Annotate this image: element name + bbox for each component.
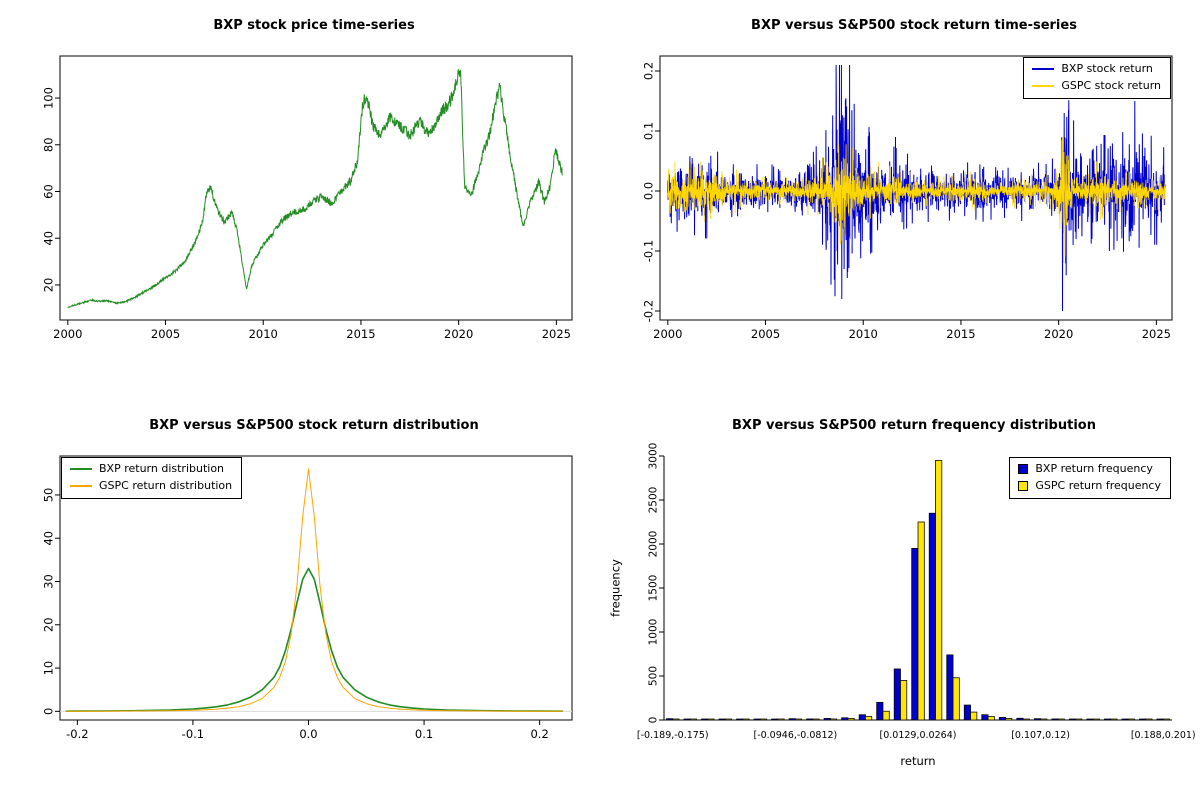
panel-bxp-price: 2000 2005 2010 2015 2020 2025 20 40 60 80 100 BXP … [0,0,600,400]
svg-text:[0.0129,0.0264): [0.0129,0.0264) [880,730,957,741]
gspc-frequency-square-swatch [1018,480,1029,491]
svg-text:[-0.189,-0.175): [-0.189,-0.175) [637,730,709,741]
svg-text:1000: 1000 [647,619,659,646]
svg-text:[0.107,0.12): [0.107,0.12) [1011,730,1070,741]
frequency-legend: BXP return frequency GSPC return frequen… [1009,457,1171,499]
panel-stock-returns: 2000 2005 2010 2015 2020 2025 -0.2 -0.1 0.0 0.1 0.… [600,0,1200,400]
panel-return-frequency: 0 500 1000 1500 2000 2500 3000 [-0.189,-0.175) [… [600,400,1200,800]
svg-text:0.0: 0.0 [642,182,656,200]
svg-text:[0.188,0.201): [0.188,0.201) [1131,730,1196,741]
svg-text:0.0: 0.0 [299,727,317,741]
legend-item-bxp-frequency: BXP return frequency [1018,462,1161,476]
svg-text:-0.2: -0.2 [642,300,656,322]
svg-text:60: 60 [42,184,56,199]
svg-text:frequency: frequency [609,559,623,617]
bxp-price-line-chart: 2000 2005 2010 2015 2020 2025 20 40 60 80 100 [42,55,573,341]
svg-text:40: 40 [42,231,56,246]
svg-text:2000: 2000 [653,327,682,341]
return-distribution-chart: -0.2 -0.1 0.0 0.1 0.2 0 10 20 30 40 50 [42,455,573,741]
legend-item-bxp-return: BXP stock return [1032,62,1161,76]
svg-text:500: 500 [647,666,659,686]
svg-text:0.2: 0.2 [642,62,656,80]
bxp-return-legend-label: BXP stock return [1061,62,1153,75]
svg-text:0.1: 0.1 [642,122,656,140]
svg-text:2010: 2010 [849,327,878,341]
gspc-return-line-swatch [1032,84,1055,87]
returns-title: BXP versus S&P500 stock return time-seri… [751,18,1077,33]
svg-text:50: 50 [42,488,56,503]
bxp-frequency-square-swatch [1018,463,1029,474]
svg-text:2000: 2000 [53,327,82,341]
svg-text:-0.2: -0.2 [66,727,88,741]
svg-text:2005: 2005 [151,327,180,341]
svg-text:2015: 2015 [946,327,975,341]
bxp-return-line-swatch [1032,67,1055,70]
bxp-distribution-line-swatch [70,467,92,470]
svg-text:80: 80 [42,137,56,152]
return-frequency-bar-chart: 0 500 1000 1500 2000 2500 3000 [-0.189,-0.175) [… [609,443,1196,768]
return-distribution-title: BXP versus S&P500 stock return distribut… [149,418,479,433]
legend-item-gspc-frequency: GSPC return frequency [1018,479,1161,493]
svg-text:20: 20 [42,617,56,632]
legend-item-bxp-distribution: BXP return distribution [70,462,232,476]
svg-text:2025: 2025 [542,327,571,341]
svg-text:10: 10 [42,661,56,676]
svg-text:-0.1: -0.1 [182,727,204,741]
gspc-frequency-legend-label: GSPC return frequency [1035,478,1161,492]
svg-text:0: 0 [647,717,659,724]
svg-text:20: 20 [42,278,56,293]
svg-text:2015: 2015 [346,327,375,341]
bxp-price-title: BXP stock price time-series [213,18,415,33]
svg-text:0.1: 0.1 [415,727,433,741]
svg-text:3000: 3000 [647,443,659,470]
gspc-return-legend-label: GSPC stock return [1061,78,1161,92]
legend-item-gspc-return: GSPC stock return [1032,79,1161,93]
svg-text:2020: 2020 [1044,327,1073,341]
gspc-distribution-legend-label: GSPC return distribution [99,478,233,492]
svg-text:1500: 1500 [647,575,659,602]
gspc-distribution-line-swatch [70,484,92,487]
svg-text:30: 30 [42,574,56,589]
bxp-frequency-legend-label: BXP return frequency [1035,462,1153,475]
svg-text:2005: 2005 [751,327,780,341]
return-frequency-title: BXP versus S&P500 return frequency distr… [732,418,1096,433]
svg-text:0: 0 [42,708,56,715]
svg-text:return: return [900,754,935,768]
distribution-legend: BXP return distribution GSPC return dist… [61,457,243,499]
returns-line-chart: 2000 2005 2010 2015 2020 2025 -0.2 -0.1 0.0 0.1 0.… [642,55,1173,341]
svg-text:2025: 2025 [1142,327,1171,341]
returns-legend: BXP stock return GSPC stock return [1023,57,1171,99]
svg-text:40: 40 [42,531,56,546]
svg-text:2020: 2020 [444,327,473,341]
svg-text:100: 100 [42,87,56,109]
svg-text:[-0.0946,-0.0812): [-0.0946,-0.0812) [753,730,837,741]
svg-text:2010: 2010 [249,327,278,341]
svg-text:0.2: 0.2 [530,727,548,741]
svg-text:-0.1: -0.1 [642,240,656,262]
svg-text:2500: 2500 [647,487,659,514]
svg-text:2000: 2000 [647,531,659,558]
bxp-distribution-legend-label: BXP return distribution [99,462,225,475]
panel-return-distribution: -0.2 -0.1 0.0 0.1 0.2 0 10 20 30 40 50 BXP versus … [0,400,600,800]
legend-item-gspc-distribution: GSPC return distribution [70,479,232,493]
